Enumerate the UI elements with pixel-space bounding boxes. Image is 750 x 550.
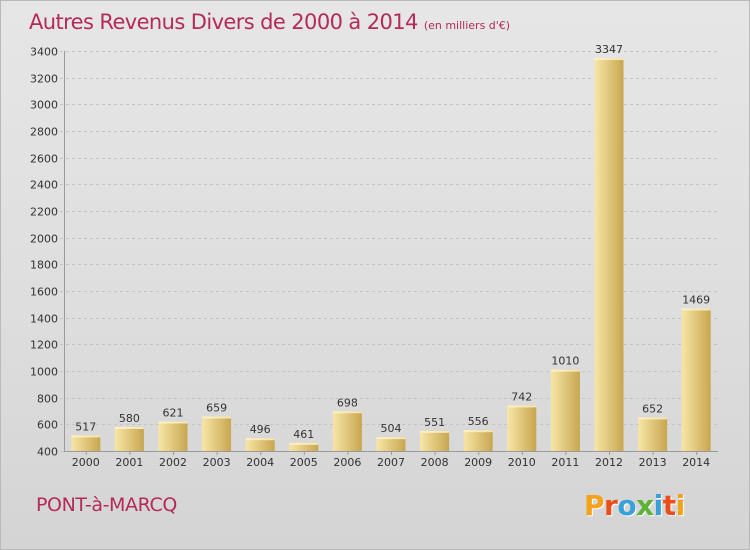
y-tick-label: 1200 (30, 339, 58, 352)
x-tick-label-2003: 2003 (203, 456, 231, 469)
chart-unit: (en milliers d'€) (423, 19, 511, 32)
data-label-2008: 551 (424, 416, 445, 429)
data-label-2005: 461 (293, 428, 314, 441)
bar-2014 (681, 308, 711, 451)
y-tick-label: 2600 (30, 153, 58, 166)
bar-2013 (638, 417, 668, 451)
x-tick-label-2011: 2011 (551, 456, 579, 469)
data-label-2004: 496 (250, 423, 271, 436)
y-tick-label: 600 (37, 419, 58, 432)
bar-2002 (158, 421, 188, 451)
data-label-2011: 1010 (551, 355, 579, 368)
bar-2004 (245, 438, 275, 451)
data-label-2007: 504 (381, 422, 402, 435)
y-tick-label: 3200 (30, 73, 58, 86)
bar-top-highlight (463, 430, 493, 433)
y-axis: 400 600 800 1000 1200 1400 1600 1800 2000 2200 240… (30, 46, 718, 459)
y-tick-label: 1400 (30, 313, 58, 326)
x-tick-label-2001: 2001 (115, 456, 143, 469)
x-tick-label-2002: 2002 (159, 456, 187, 469)
y-tick-label: 2400 (30, 179, 58, 192)
brand-letter: r (604, 489, 618, 522)
bar-2008 (420, 430, 450, 451)
x-tick-label-2007: 2007 (377, 456, 405, 469)
bars: 517 580 621 659 496 461 698 504 551 556 742 1010 334… (71, 43, 711, 452)
y-tick-label: 400 (37, 446, 58, 459)
brand-letter: o (617, 489, 637, 522)
data-label-2012: 3347 (595, 43, 623, 56)
x-tick-label-2008: 2008 (421, 456, 449, 469)
bar-top-highlight (638, 417, 668, 420)
chart-title-text: Autres Revenus Divers de 2000 à 2014 (29, 10, 418, 34)
bar-top-highlight (71, 435, 101, 438)
brand-letter: t (662, 489, 676, 522)
bar-top-highlight (594, 58, 624, 61)
y-tick-label: 2000 (30, 233, 58, 246)
place-name: PONT-à-MARCQ (36, 494, 177, 516)
bar-top-highlight (332, 411, 362, 414)
x-tick-label-2004: 2004 (246, 456, 274, 469)
y-tick-label: 3400 (30, 46, 58, 59)
brand-letter: x (636, 489, 654, 522)
bar-top-highlight (681, 308, 711, 311)
bar-top-highlight (158, 421, 188, 424)
bar-2010 (507, 405, 537, 451)
x-tick-label-2014: 2014 (682, 456, 710, 469)
data-label-2002: 621 (163, 407, 184, 420)
bar-2012 (594, 58, 624, 452)
bar-top-highlight (114, 427, 144, 429)
bar-top-highlight (376, 437, 406, 440)
bar-2009 (463, 430, 493, 451)
bar-2003 (202, 416, 232, 451)
y-tick-label: 1800 (30, 259, 58, 272)
bar-top-highlight (289, 442, 319, 445)
x-tick-label-2006: 2006 (333, 456, 361, 469)
y-tick-label: 1600 (30, 286, 58, 299)
y-tick-label: 2800 (30, 126, 58, 139)
chart-title: Autres Revenus Divers de 2000 à 2014 (en … (29, 10, 510, 34)
data-label-2003: 659 (206, 401, 227, 414)
data-label-2006: 698 (337, 396, 358, 409)
data-label-2010: 742 (511, 390, 532, 403)
x-tick-label-2012: 2012 (595, 456, 623, 469)
y-tick-label: 3000 (30, 99, 58, 112)
bar-2005 (289, 442, 319, 451)
x-axis: 2000 2001 2002 2003 2004 2005 2006 2007 2008 2009… (72, 451, 710, 469)
x-tick-label-2009: 2009 (464, 456, 492, 469)
x-tick-label-2005: 2005 (290, 456, 318, 469)
bar-2000 (71, 435, 101, 451)
data-label-2000: 517 (75, 420, 96, 433)
data-label-2001: 580 (119, 412, 140, 425)
x-tick-label-2010: 2010 (508, 456, 536, 469)
brand-letter: i (653, 489, 664, 522)
x-tick-label-2013: 2013 (639, 456, 667, 469)
bar-2006 (332, 411, 362, 451)
data-label-2013: 652 (642, 402, 663, 415)
data-label-2009: 556 (468, 415, 489, 428)
x-tick-label-2000: 2000 (72, 456, 100, 469)
bar-top-highlight (550, 369, 580, 372)
bar-2011 (550, 369, 580, 451)
y-tick-label: 800 (37, 393, 58, 406)
bar-2007 (376, 437, 406, 451)
brand-letter: i (675, 489, 686, 522)
data-label-2014: 1469 (682, 293, 710, 306)
proxiti-logo[interactable]: Proxiti (584, 489, 685, 522)
bar-top-highlight (245, 438, 275, 441)
bar-top-highlight (202, 416, 232, 419)
bar-2001 (114, 427, 144, 451)
bar-top-highlight (420, 430, 450, 433)
y-tick-label: 2200 (30, 206, 58, 219)
brand-letter: P (584, 489, 605, 522)
bar-top-highlight (507, 405, 537, 408)
y-tick-label: 1000 (30, 366, 58, 379)
